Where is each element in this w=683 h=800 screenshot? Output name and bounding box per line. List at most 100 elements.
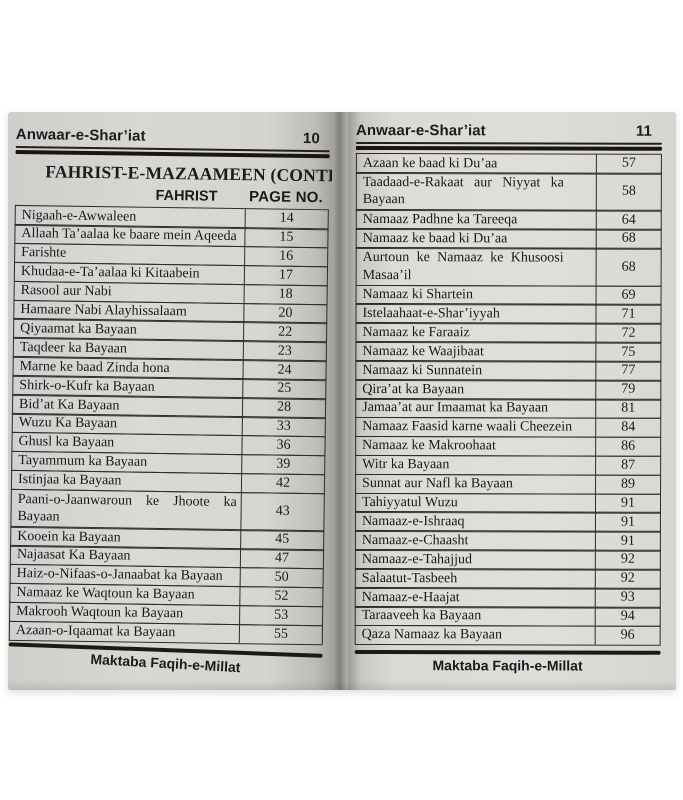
- table-row: Witr ka Bayaan 87: [355, 454, 662, 476]
- row-title: Namaaz-e-Chaasht: [361, 532, 469, 549]
- table-row: Salaatut-Tasbeeh 92: [354, 568, 661, 590]
- row-title: Namaaz ke Faraaiz: [362, 324, 470, 341]
- row-page-number: 87: [621, 457, 636, 473]
- row-page-number: 16: [279, 248, 294, 264]
- table-row: Namaaz-e-Ishraaq 91: [354, 511, 661, 533]
- row-title: Makrooh Waqtoun ka Bayaan: [16, 604, 184, 622]
- row-page-number: 45: [275, 531, 290, 548]
- row-page-number: 24: [277, 362, 292, 378]
- row-title: Namaaz ke baad ki Du’aa: [362, 230, 508, 247]
- row-title-cell: Namaaz-e-Ishraaq: [355, 512, 596, 532]
- row-title-cell: Namaaz-e-Tahajjud: [355, 550, 596, 570]
- row-title: Paani-o-Jaanwaroun ke Jhoote ka Bayaan: [17, 491, 237, 525]
- row-title: Namaaz Faasid karne waali Cheezein: [362, 419, 573, 435]
- row-title: Allaah Ta’aalaa ke baare mein Aqeeda: [21, 226, 237, 245]
- row-title-cell: Namaaz ke Waajibaat: [356, 342, 597, 362]
- row-title-cell: Namaaz ki Shartein: [356, 285, 597, 305]
- left-page-header: Anwaar-e-Shar’iat 10: [16, 126, 330, 147]
- book-scan: Anwaar-e-Shar’iat 10 FAHRIST-E-MAZAAMEEN…: [8, 112, 676, 690]
- table-row: Namaaz Padhne ka Tareeqa 64: [355, 209, 662, 231]
- row-page-number: 36: [276, 437, 291, 453]
- row-title-cell: Azaan-o-Iqaamat ka Bayaan: [9, 621, 241, 644]
- row-title: Shirk-o-Kufr ka Bayaan: [19, 377, 155, 395]
- table-row: Tahiyyatul Wuzu 91: [354, 492, 662, 514]
- table-row: Taadaad-e-Rakaat aur Niyyat ka Bayaan 58: [355, 171, 662, 212]
- row-title-cell: Jamaa’at aur Imaamat ka Bayaan: [356, 398, 597, 419]
- table-row: Qaza Namaaz ka Bayaan 96: [354, 624, 661, 647]
- table-row: Namaaz ke Waajibaat 75: [355, 341, 662, 363]
- row-page-number: 15: [279, 229, 294, 245]
- row-title: Salaatut-Tasbeeh: [361, 570, 458, 586]
- row-title: Aurtoun ke Namaaz ke Khusoosi Masaa’il: [362, 250, 564, 283]
- row-title: Namaaz-e-Haajat: [361, 589, 460, 605]
- column-header-fahrist: FAHRIST: [155, 187, 218, 205]
- row-title-cell: Taadaad-e-Rakaat aur Niyyat ka Bayaan: [356, 172, 597, 211]
- row-page-number: 33: [276, 418, 291, 435]
- row-title-cell: Aurtoun ke Namaaz ke Khusoosi Masaa’il: [356, 248, 597, 286]
- row-title: Namaaz ki Shartein: [362, 287, 473, 303]
- row-title-cell: Namaaz ki Sunnatein: [356, 361, 597, 381]
- table-row: Jamaa’at aur Imaamat ka Bayaan 81: [355, 397, 662, 420]
- row-page-number: 22: [278, 324, 293, 340]
- table-row: Azaan-o-Iqaamat ka Bayaan 55: [8, 620, 324, 646]
- row-title: Jamaa’at aur Imaamat ka Bayaan: [362, 400, 549, 416]
- row-title: Taqdeer ka Bayaan: [19, 339, 128, 357]
- row-page-number: 72: [621, 325, 636, 341]
- column-header-spacer: [15, 198, 130, 200]
- row-title-cell: Namaaz-e-Chaasht: [355, 531, 596, 551]
- table-row: Taraaveeh ka Bayaan 94: [354, 605, 661, 628]
- row-title: Namaaz ki Sunnatein: [362, 362, 483, 378]
- row-page-number: 86: [621, 438, 636, 454]
- row-page-number: 39: [276, 456, 291, 472]
- page-number: 10: [302, 129, 320, 148]
- row-title: Rasool aur Nabi: [20, 283, 112, 300]
- row-title-cell: Namaaz-e-Haajat: [355, 588, 596, 608]
- table-row: Namaaz-e-Haajat 93: [354, 587, 661, 609]
- row-title-cell: Sunnat aur Nafl ka Bayaan: [356, 474, 597, 494]
- row-title: Qira’at ka Bayaan: [362, 381, 465, 397]
- row-page-number: 17: [278, 267, 294, 283]
- row-page-number: 92: [620, 571, 635, 587]
- row-page-number: 71: [621, 306, 636, 322]
- row-title: Bid’at Ka Bayaan: [18, 396, 120, 413]
- running-title: Anwaar-e-Shar’iat: [15, 125, 146, 145]
- row-page-number: 68: [621, 259, 636, 275]
- row-title: Ghusl ka Bayaan: [18, 434, 115, 451]
- row-title: Farishte: [21, 245, 67, 261]
- row-page-number: 94: [620, 608, 635, 624]
- header-rule-thin: [355, 141, 662, 145]
- table-row: Namaaz ki Sunnatein 77: [355, 360, 662, 382]
- table-row: Namaaz ke baad ki Du’aa 68: [355, 228, 662, 250]
- row-page-number: 23: [277, 343, 292, 359]
- row-title: Taadaad-e-Rakaat aur Niyyat ka Bayaan: [362, 174, 564, 208]
- left-page-content: Anwaar-e-Shar’iat 10 FAHRIST-E-MAZAAMEEN…: [8, 112, 332, 675]
- row-title: Sunnat aur Nafl ka Bayaan: [362, 476, 513, 492]
- row-title: Hamaare Nabi Alayhissalaam: [20, 302, 187, 320]
- contents-table-left: Nigaah-e-Awwaleen 14 Allaah Ta’aalaa ke …: [8, 204, 329, 646]
- book-spine-shadow: [332, 112, 348, 690]
- row-title-cell: Qira’at ka Bayaan: [356, 380, 597, 400]
- table-row: Aurtoun ke Namaaz ke Khusoosi Masaa’il 6…: [355, 247, 662, 287]
- table-row: Istelaahaat-e-Shar’iyyah 71: [355, 303, 662, 325]
- row-page-number: 79: [621, 381, 636, 398]
- row-page-number: 89: [621, 476, 636, 492]
- row-page-number: 91: [620, 495, 636, 511]
- row-title-cell: Tahiyyatul Wuzu: [355, 493, 597, 513]
- row-page-number: 50: [274, 569, 289, 585]
- contents-table-right: Azaan ke baad ki Du’aa 57 Taadaad-e-Raka…: [354, 152, 662, 647]
- row-title-cell: Istelaahaat-e-Shar’iyyah: [356, 304, 597, 324]
- table-row: Paani-o-Jaanwaroun ke Jhoote ka Bayaan 4…: [10, 488, 325, 532]
- row-page-number: 55: [273, 626, 289, 642]
- row-page-number: 52: [274, 588, 289, 604]
- right-page-header: Anwaar-e-Shar’iat 11: [356, 122, 662, 140]
- row-title-cell: Namaaz Padhne ka Tareeqa: [356, 210, 597, 230]
- row-title-cell: Taraaveeh ka Bayaan: [355, 606, 596, 627]
- row-title: Namaaz ke Waajibaat: [362, 343, 484, 360]
- row-page-number: 18: [278, 286, 293, 302]
- row-title: Azaan ke baad ki Du’aa: [362, 155, 498, 171]
- table-row: Qira’at ka Bayaan 79: [355, 379, 662, 401]
- header-rule-thick: [355, 145, 662, 151]
- right-page: Anwaar-e-Shar’iat 11 Azaan ke baad ki Du…: [348, 112, 676, 690]
- row-title-cell: Namaaz ke Faraaiz: [356, 323, 597, 343]
- footer-rule: [354, 650, 661, 656]
